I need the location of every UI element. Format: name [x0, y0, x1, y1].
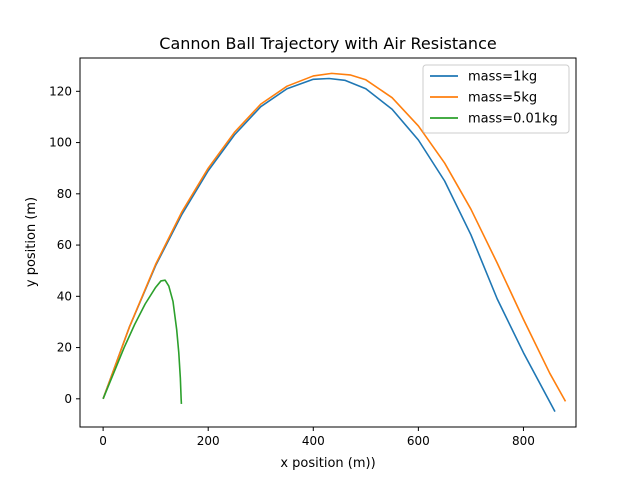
- x-tick-label: 200: [197, 434, 220, 448]
- x-tick-label: 400: [302, 434, 325, 448]
- x-tick-label: 0: [99, 434, 107, 448]
- y-tick-label: 60: [57, 238, 72, 252]
- y-tick-label: 0: [64, 392, 72, 406]
- y-tick-label: 40: [57, 289, 72, 303]
- y-axis-label: y position (m): [24, 197, 39, 287]
- x-tick-label: 600: [407, 434, 430, 448]
- legend-label-1: mass=1kg: [468, 70, 537, 85]
- y-tick-label: 20: [57, 341, 72, 355]
- series-line-1: [102, 77, 556, 413]
- y-tick-label: 80: [57, 187, 72, 201]
- chart-title: Cannon Ball Trajectory with Air Resistan…: [159, 34, 496, 53]
- series-layer: [102, 72, 567, 413]
- legend: mass=1kg mass=5kg mass=0.01kg: [422, 64, 570, 134]
- y-axis-ticks: 0 20 40 60 80 100 120: [49, 84, 80, 406]
- x-axis-label: x position (m)): [280, 456, 375, 471]
- plot-area: [79, 57, 577, 428]
- series-line-2: [102, 72, 567, 402]
- y-tick-label: 100: [49, 136, 72, 150]
- x-tick-label: 800: [512, 434, 535, 448]
- series-line-3: [102, 279, 183, 404]
- y-tick-label: 120: [49, 84, 72, 98]
- plot-frame: [79, 57, 577, 428]
- legend-box: [422, 64, 570, 134]
- legend-label-3: mass=0.01kg: [468, 112, 558, 127]
- x-axis-ticks: 0 200 400 600 800: [99, 427, 535, 448]
- legend-label-2: mass=5kg: [468, 91, 537, 106]
